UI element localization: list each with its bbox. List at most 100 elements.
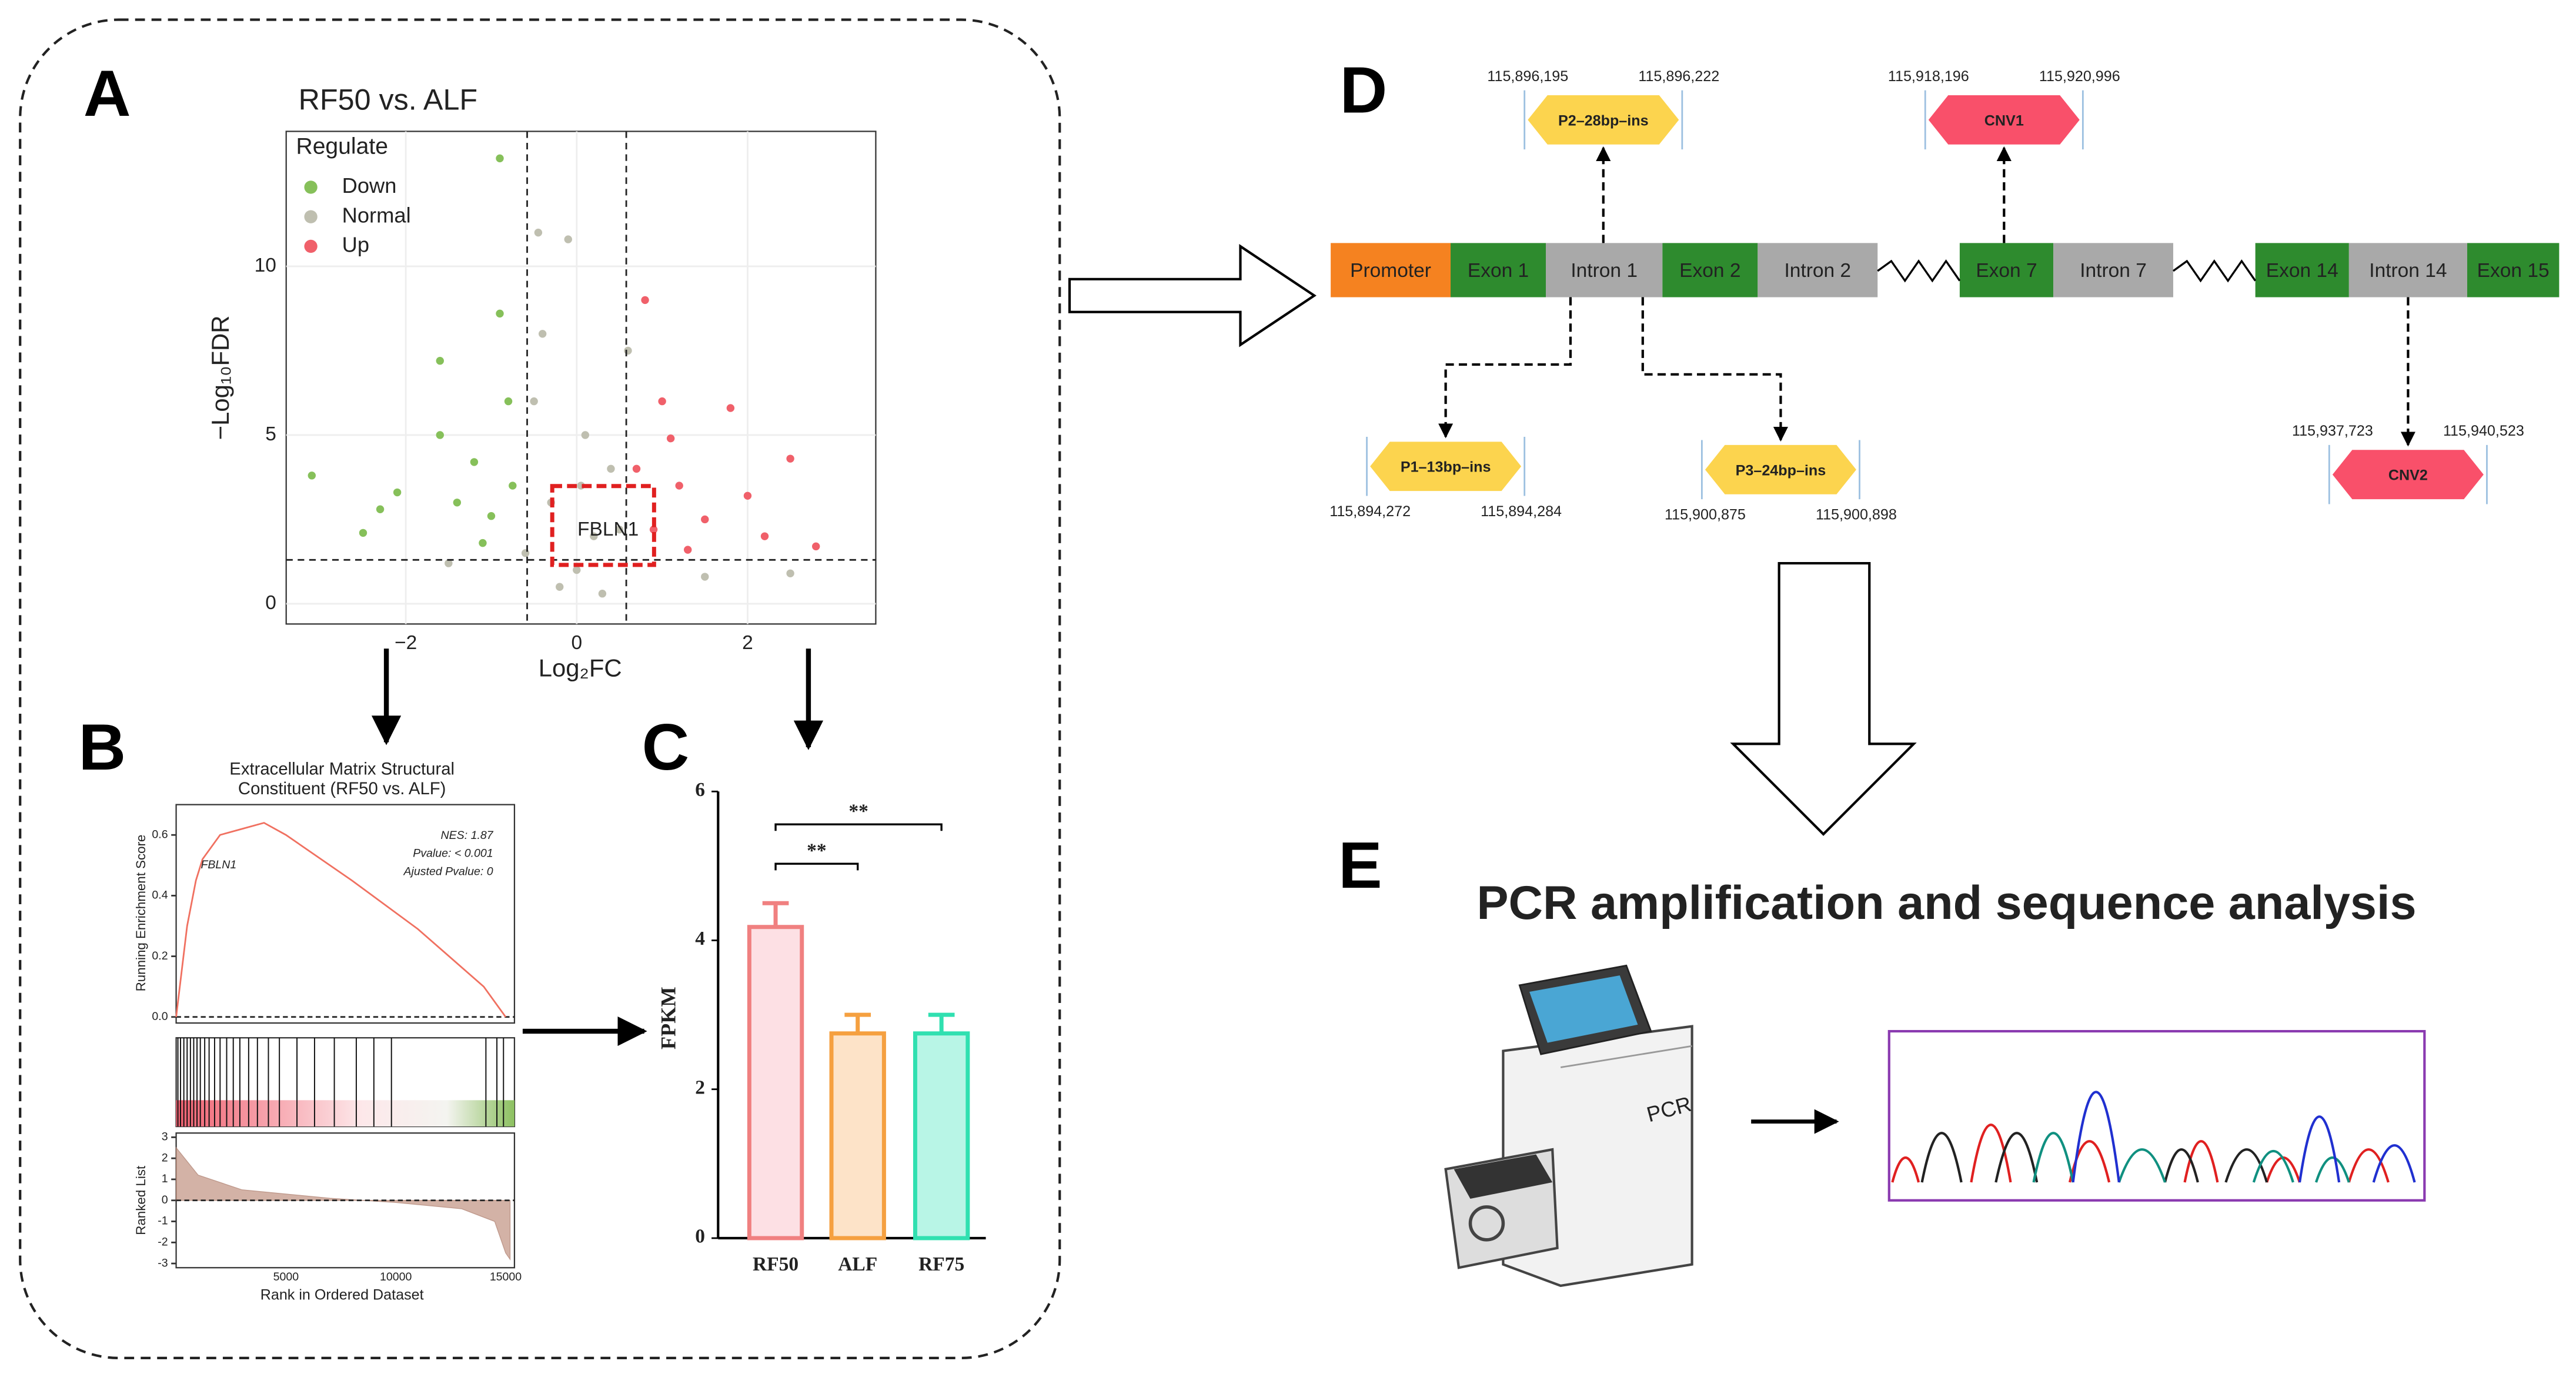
point bbox=[521, 549, 530, 557]
segment-label: Exon 1 bbox=[1468, 260, 1529, 282]
point bbox=[590, 532, 598, 540]
y-tick-label: -3 bbox=[158, 1256, 168, 1269]
point bbox=[632, 464, 641, 473]
gene-segment bbox=[2255, 243, 2349, 297]
chromatogram bbox=[1887, 1029, 2426, 1202]
y-tick-label: 0.2 bbox=[152, 949, 168, 962]
highlight-box bbox=[550, 484, 656, 567]
point bbox=[581, 431, 590, 439]
annotation: NES: 1.87 bbox=[441, 829, 494, 842]
y-axis-label: Running Enrichment Score bbox=[133, 835, 148, 992]
x-axis-label: Log₂FC bbox=[539, 654, 622, 682]
legend-label: Normal bbox=[342, 203, 411, 227]
point bbox=[675, 481, 683, 490]
bar bbox=[913, 1031, 970, 1240]
segment-label: Exon 7 bbox=[1976, 260, 2037, 282]
point bbox=[496, 309, 504, 318]
y-tick-label: 10 bbox=[255, 255, 276, 276]
legend-label: Up bbox=[342, 233, 369, 257]
y-tick-label: 0 bbox=[265, 592, 276, 614]
annotation: Pvalue: < 0.001 bbox=[413, 847, 493, 860]
coordinate: 115,918,196 bbox=[1888, 68, 1969, 85]
point bbox=[453, 499, 462, 507]
chart-title: Constituent (RF50 vs. ALF) bbox=[238, 779, 446, 798]
coordinate: 115,937,723 bbox=[2292, 423, 2373, 439]
point bbox=[812, 542, 820, 551]
point bbox=[445, 559, 453, 567]
chart-title: Extracellular Matrix Structural bbox=[229, 760, 455, 779]
x-tick-label: −2 bbox=[395, 632, 417, 654]
segment-label: Intron 14 bbox=[2369, 260, 2447, 282]
coordinate: 115,900,898 bbox=[1816, 507, 1897, 523]
y-tick-label: 1 bbox=[162, 1172, 168, 1185]
big-arrow bbox=[1068, 244, 1317, 347]
point bbox=[760, 532, 769, 540]
segment-label: Promoter bbox=[1350, 260, 1431, 282]
point bbox=[786, 569, 794, 577]
annotation: FBLN1 bbox=[577, 519, 639, 540]
legend-marker bbox=[304, 210, 318, 223]
sig-label: ** bbox=[807, 840, 827, 861]
coordinate: 115,920,996 bbox=[2039, 68, 2120, 85]
point bbox=[530, 397, 538, 406]
point bbox=[649, 525, 658, 534]
y-axis-label: −Log₁₀FDR bbox=[206, 315, 234, 440]
point bbox=[564, 235, 572, 243]
point bbox=[509, 481, 517, 490]
y-tick-label: -1 bbox=[158, 1215, 168, 1228]
variant-shape bbox=[1705, 444, 1856, 494]
point bbox=[624, 346, 632, 355]
gene-segment bbox=[2348, 243, 2467, 297]
coordinate: 115,896,222 bbox=[1638, 68, 1719, 85]
point bbox=[607, 464, 615, 473]
annotation: Ajusted Pvalue: 0 bbox=[403, 865, 493, 878]
plot-bg bbox=[285, 131, 877, 625]
gene-segment bbox=[1662, 243, 1758, 297]
variant-label: P2–28bp–ins bbox=[1558, 112, 1649, 129]
gene-segment bbox=[2053, 243, 2173, 297]
sig-label: ** bbox=[848, 800, 868, 822]
point bbox=[436, 357, 444, 365]
point bbox=[743, 491, 752, 500]
point bbox=[496, 154, 504, 163]
panel-letter: D bbox=[1340, 53, 1388, 127]
x-tick-label: 15000 bbox=[490, 1270, 522, 1283]
point bbox=[479, 539, 487, 547]
y-tick-label: 0 bbox=[162, 1193, 168, 1206]
bar bbox=[829, 1031, 886, 1240]
point bbox=[487, 512, 496, 520]
gene-segment bbox=[2467, 243, 2560, 297]
coordinate: 115,894,272 bbox=[1329, 503, 1411, 520]
point bbox=[641, 296, 649, 305]
gene-segment bbox=[1546, 243, 1663, 297]
variant-label: CNV1 bbox=[1984, 112, 2024, 129]
y-tick-label: 3 bbox=[162, 1131, 168, 1143]
point bbox=[726, 404, 735, 412]
point bbox=[658, 397, 666, 406]
y-tick-label: 5 bbox=[265, 423, 276, 445]
legend-label: Down bbox=[342, 173, 397, 198]
coordinate: 115,896,195 bbox=[1487, 68, 1568, 85]
x-tick-label: 2 bbox=[742, 632, 753, 654]
segment-label: Exon 15 bbox=[2477, 260, 2550, 282]
variant-link bbox=[1641, 297, 1788, 442]
y-axis-label: Ranked List bbox=[133, 1165, 148, 1235]
error-bar bbox=[844, 1012, 871, 1034]
x-tick-label: ALF bbox=[838, 1253, 877, 1275]
x-axis-label: Rank in Ordered Dataset bbox=[260, 1286, 424, 1303]
point bbox=[436, 431, 444, 439]
chart-title: RF50 vs. ALF bbox=[299, 82, 477, 116]
point bbox=[615, 525, 624, 534]
rank-gradient bbox=[176, 1100, 514, 1127]
variant-shape bbox=[2332, 450, 2484, 500]
pcr-machine: PCR bbox=[1444, 964, 1694, 1288]
y-tick-label: 0.4 bbox=[152, 889, 168, 902]
y-tick-label: 0.6 bbox=[152, 828, 168, 841]
segment-label: Intron 7 bbox=[2080, 260, 2147, 282]
arrows bbox=[371, 648, 1839, 1134]
point bbox=[359, 529, 367, 537]
variant-label: CNV2 bbox=[2388, 467, 2428, 484]
point bbox=[573, 566, 581, 574]
big-arrow bbox=[1730, 561, 1917, 836]
gene-segment bbox=[1451, 243, 1546, 297]
